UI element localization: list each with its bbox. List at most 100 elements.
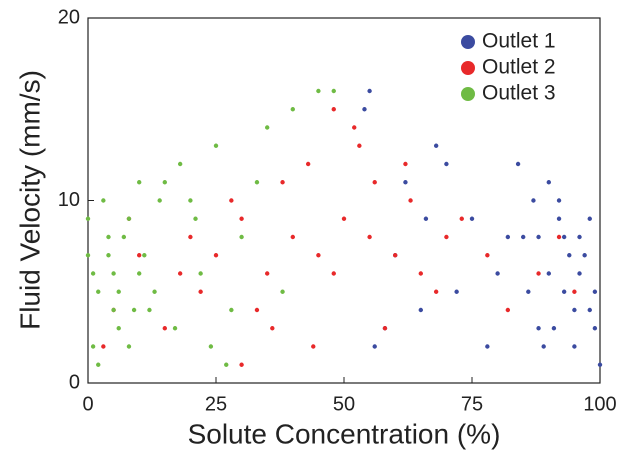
point (157, 198, 162, 203)
point (331, 107, 336, 112)
point (587, 307, 592, 313)
x-axis-title: Solute Concentration (%) (188, 418, 501, 449)
point (126, 344, 132, 349)
point (213, 253, 219, 258)
x-tick-label: 100 (583, 393, 616, 415)
point (311, 344, 316, 349)
legend-marker (461, 35, 475, 49)
point (372, 180, 377, 185)
point (536, 271, 541, 276)
point (592, 289, 598, 294)
point (567, 253, 572, 258)
point (213, 143, 219, 148)
point (382, 326, 388, 331)
point (582, 253, 587, 258)
point (572, 307, 577, 313)
point (341, 216, 347, 221)
point (290, 107, 295, 112)
point (111, 271, 116, 276)
point (556, 216, 562, 221)
point (229, 198, 234, 203)
point (521, 234, 526, 240)
point (469, 216, 475, 221)
point (188, 234, 193, 240)
point (121, 234, 127, 240)
legend-label: Outlet 3 (482, 82, 556, 105)
point (362, 107, 367, 112)
point (433, 289, 439, 294)
point (408, 198, 413, 203)
point (536, 234, 541, 240)
point (162, 326, 167, 331)
point (106, 253, 111, 258)
point (208, 344, 214, 349)
point (131, 307, 137, 313)
point (352, 125, 357, 130)
point (198, 289, 203, 294)
point (265, 125, 270, 130)
x-tick-label: 75 (461, 393, 483, 415)
point (198, 271, 203, 276)
point (592, 326, 598, 331)
point (96, 289, 101, 294)
point (556, 234, 562, 240)
point (193, 216, 198, 221)
point (280, 180, 285, 185)
point (152, 289, 157, 294)
point (137, 271, 142, 276)
point (162, 180, 167, 185)
point (444, 161, 449, 167)
point (85, 253, 91, 258)
x-tick-label: 50 (333, 393, 355, 415)
point (224, 362, 229, 367)
point (433, 143, 439, 148)
point (541, 344, 546, 349)
point (572, 289, 577, 294)
point (331, 271, 336, 276)
point (551, 326, 557, 331)
point (546, 271, 551, 276)
point (561, 289, 567, 294)
point (485, 344, 490, 349)
point (367, 88, 372, 94)
point (556, 198, 562, 203)
point (316, 253, 321, 258)
point (90, 271, 96, 276)
point (505, 234, 511, 240)
legend-marker (461, 87, 475, 101)
point (305, 161, 311, 167)
point (495, 271, 500, 276)
point (147, 307, 152, 313)
point (239, 216, 244, 221)
point (177, 161, 183, 167)
point (418, 271, 423, 276)
legend-marker (461, 61, 475, 75)
point (270, 326, 275, 331)
point (90, 344, 96, 349)
point (239, 234, 244, 240)
point (444, 234, 449, 240)
point (454, 289, 459, 294)
point (423, 216, 429, 221)
point (106, 234, 111, 240)
point (536, 326, 541, 331)
point (254, 307, 260, 313)
point (393, 253, 398, 258)
point (515, 161, 521, 167)
point (367, 234, 372, 240)
point (357, 143, 362, 148)
point (331, 88, 336, 94)
point (418, 307, 423, 313)
point (561, 234, 567, 240)
point (172, 326, 178, 331)
point (137, 180, 142, 185)
point (188, 198, 193, 203)
point (239, 362, 244, 367)
x-tick-label: 0 (82, 393, 93, 415)
point (254, 180, 260, 185)
point (142, 253, 147, 258)
point (577, 234, 582, 240)
x-tick-label: 25 (205, 393, 227, 415)
point (531, 198, 536, 203)
point (116, 289, 121, 294)
